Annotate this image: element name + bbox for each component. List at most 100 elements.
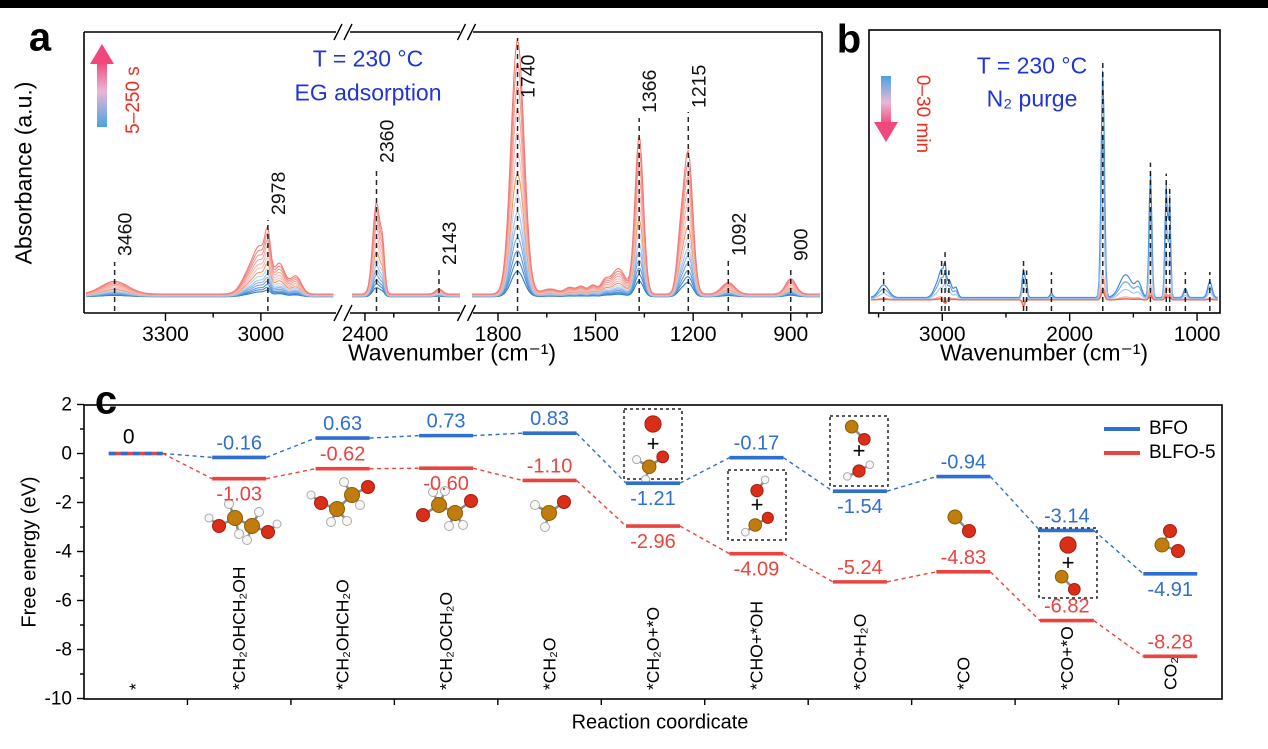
svg-text:*CO+H₂O: *CO+H₂O [850, 614, 870, 690]
svg-text:1740: 1740 [518, 54, 540, 98]
svg-text:1200: 1200 [670, 323, 717, 346]
time-gradient-arrow-down [874, 76, 898, 142]
svg-text:-4.09: -4.09 [734, 559, 780, 581]
svg-text:+: + [853, 438, 866, 463]
svg-text:*CHO+*OH: *CHO+*OH [746, 601, 766, 690]
svg-text:+: + [751, 492, 764, 517]
svg-text:1215: 1215 [688, 64, 710, 108]
svg-text:-4.91: -4.91 [1147, 579, 1193, 601]
legend-row-bfo: BFO [1104, 417, 1216, 441]
svg-text:+: + [1062, 550, 1075, 575]
svg-text:3000: 3000 [238, 323, 285, 346]
svg-text:3300: 3300 [142, 323, 189, 346]
svg-text:-6.82: -6.82 [1044, 596, 1090, 618]
ch2o-molecule [530, 495, 571, 532]
panel-b-subtitle: N₂ purge [986, 85, 1078, 112]
ch2ohch2o-molecule [306, 477, 375, 527]
panel-a-time-range-label: 5–250 s [123, 66, 144, 134]
svg-text:2978: 2978 [268, 172, 290, 215]
panel-a-peak-annotations: 3460 2978 2360 2143 1740 1366 1215 1092 900 [113, 38, 813, 311]
panel-c-y-axis-label: Free energy (eV) [18, 476, 41, 628]
svg-text:*: * [126, 683, 146, 690]
time-gradient-arrow-up [90, 44, 114, 127]
svg-text:0: 0 [61, 444, 72, 465]
blfo5-line-swatch [1104, 451, 1140, 455]
panel-b-letter: b [836, 17, 862, 62]
svg-text:*CO: *CO [953, 657, 973, 690]
svg-text:0: 0 [123, 426, 135, 449]
svg-text:2143: 2143 [439, 222, 461, 265]
panel-b-plot: 3000 2000 1000 [868, 29, 1221, 346]
svg-text:2400: 2400 [342, 323, 389, 346]
svg-text:2000: 2000 [1046, 323, 1093, 346]
svg-text:-2.96: -2.96 [630, 531, 676, 553]
co2-molecule [1154, 524, 1185, 558]
svg-text:0.73: 0.73 [427, 411, 466, 433]
svg-text:900: 900 [791, 228, 813, 261]
panel-c-plot: 20-2-4-6-8-10++++-0.160.63 0.73 0.83-1.21-… [45, 395, 1223, 710]
panel-c-category-labels: * *CH₂OHCH₂OH *CH₂OHCH₂O *CH₂OCH₂O *CH₂O *CH₂… [126, 567, 1181, 690]
svg-text:-0.62: -0.62 [320, 444, 366, 466]
legend-row-blfo5: BLFO-5 [1104, 441, 1216, 465]
legend-label-blfo5: BLFO-5 [1149, 442, 1216, 463]
svg-text:-8: -8 [55, 640, 72, 661]
svg-text:-0.60: -0.60 [423, 473, 469, 495]
svg-text:-1.03: -1.03 [216, 484, 262, 506]
ch2och2o-molecule [416, 486, 478, 531]
svg-text:1092: 1092 [728, 213, 750, 256]
svg-text:1000: 1000 [1174, 323, 1221, 346]
panel-b-spectra-curves [870, 70, 1218, 308]
panel-c-x-axis-label: Reaction coordicate [571, 711, 749, 734]
svg-text:-3.14: -3.14 [1044, 505, 1090, 527]
svg-text:-8.28: -8.28 [1147, 631, 1193, 653]
origin-energy-label: 0 [123, 426, 135, 449]
svg-text:3000: 3000 [919, 323, 966, 346]
panel-a-x-axis-label: Wavenumber (cm⁻¹) [347, 339, 557, 366]
svg-text:*CH₂OHCH₂OH: *CH₂OHCH₂OH [229, 567, 249, 690]
legend: BFO BLFO-5 [1104, 417, 1216, 465]
o-plus-co-molecule: + [1038, 527, 1098, 599]
ethylene-glycol-molecule [204, 499, 282, 545]
svg-text:*CH₂O: *CH₂O [540, 638, 560, 691]
svg-text:-1.10: -1.10 [527, 455, 573, 477]
svg-text:-10: -10 [45, 689, 72, 710]
svg-text:-4.83: -4.83 [941, 547, 987, 569]
panel-c-y-ticks: 2 0 -2 -4 -6 -8 -10 [45, 395, 84, 710]
svg-text:-0.17: -0.17 [734, 433, 780, 455]
panel-c-molecules: + + + + [204, 408, 1185, 599]
panel-a-axis-ticks: 3300 3000 2400 1800 1500 1200 900 [142, 313, 808, 346]
svg-text:2: 2 [61, 395, 72, 416]
co-plus-h2o-molecule: + [829, 415, 889, 487]
energy-series-blfo-5: -1.03 -0.62 -0.60 -1.10 -2.96 -4.09 -5.24 -4.83… [162, 444, 1198, 659]
svg-text:-0.16: -0.16 [216, 432, 262, 454]
svg-text:-4: -4 [55, 542, 72, 563]
o-plus-ch2o-molecule: + [623, 408, 683, 484]
panel-b-axis-ticks: 3000 2000 1000 [877, 313, 1221, 346]
panel-a-y-axis-label: Absorbance (a.u.) [10, 81, 37, 265]
svg-text:*CO+*O: *CO+*O [1057, 626, 1077, 690]
svg-text:-6: -6 [55, 591, 72, 612]
svg-text:1500: 1500 [572, 323, 619, 346]
panel-a-title: T = 230 °C [312, 45, 424, 72]
top-black-bar [0, 0, 1268, 8]
svg-text:1366: 1366 [639, 70, 661, 113]
svg-text:2360: 2360 [376, 119, 398, 163]
svg-text:*CH₂O+*O: *CH₂O+*O [643, 607, 663, 690]
panel-b-time-range-label: 0–30 min [912, 74, 933, 154]
svg-text:900: 900 [773, 323, 808, 346]
svg-text:*CH₂OCH₂O: *CH₂OCH₂O [436, 592, 456, 690]
svg-text:-5.24: -5.24 [837, 557, 883, 579]
panel-b-dashed-lines [882, 59, 1211, 311]
panel-a-subtitle: EG adsorption [294, 79, 442, 106]
panel-a-letter: a [28, 15, 52, 60]
panel-a-spectra-curves [85, 40, 820, 298]
bfo-line-swatch [1104, 427, 1140, 431]
energy-series-bfo: -0.16 0.63 0.73 0.83 -1.21 -0.17 -1.54 -0.94 -3.… [108, 408, 1198, 601]
oh-plus-cho-molecule: + [727, 469, 787, 541]
svg-text:0.83: 0.83 [530, 408, 569, 430]
panel-c-x-ticks [186, 699, 1120, 705]
panel-b-title: T = 230 °C [976, 52, 1088, 79]
svg-text:CO₂: CO₂ [1160, 657, 1180, 690]
svg-text:+: + [647, 431, 660, 456]
